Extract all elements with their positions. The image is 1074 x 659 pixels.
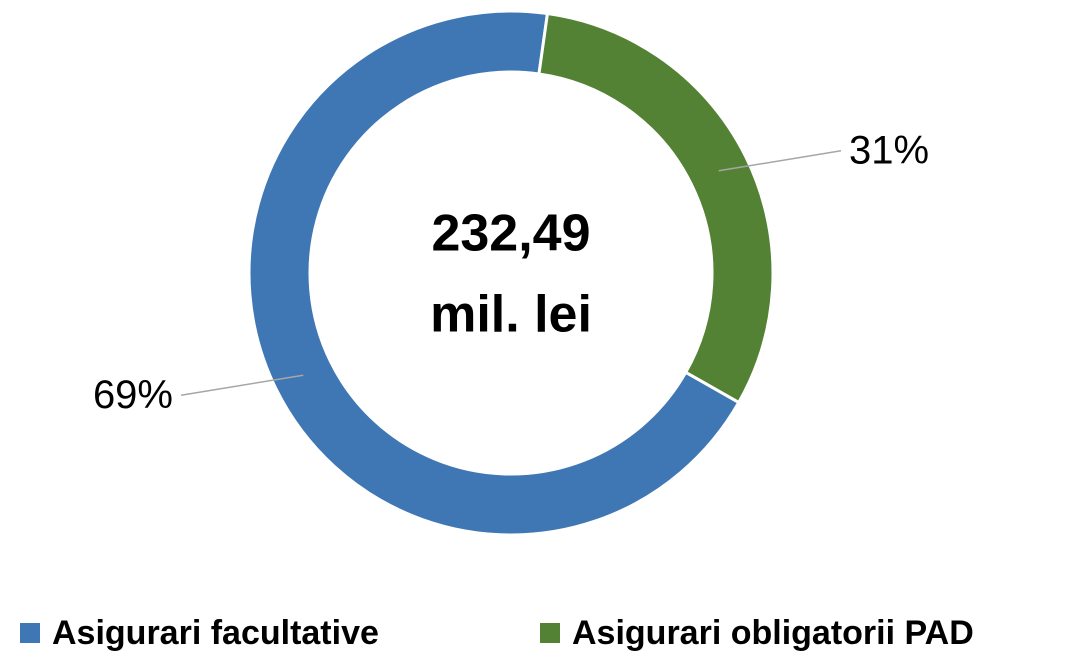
legend-label: Asigurari obligatorii PAD [572, 614, 974, 652]
legend-label: Asigurari facultative [52, 614, 379, 652]
legend-swatch [540, 623, 560, 643]
data-label: 31% [849, 128, 929, 172]
legend-swatch [20, 623, 40, 643]
slice [537, 11, 775, 405]
slice [247, 9, 741, 537]
data-label: 69% [93, 373, 173, 417]
slice-group: 31% [537, 11, 929, 405]
center-label: 232,49 [431, 205, 590, 263]
leader-line [718, 150, 842, 172]
slice-group: 69% [93, 9, 741, 537]
leader-line [180, 374, 304, 396]
center-label: mil. lei [430, 286, 592, 344]
legend: Asigurari facultative Asigurari obligator… [20, 614, 974, 652]
